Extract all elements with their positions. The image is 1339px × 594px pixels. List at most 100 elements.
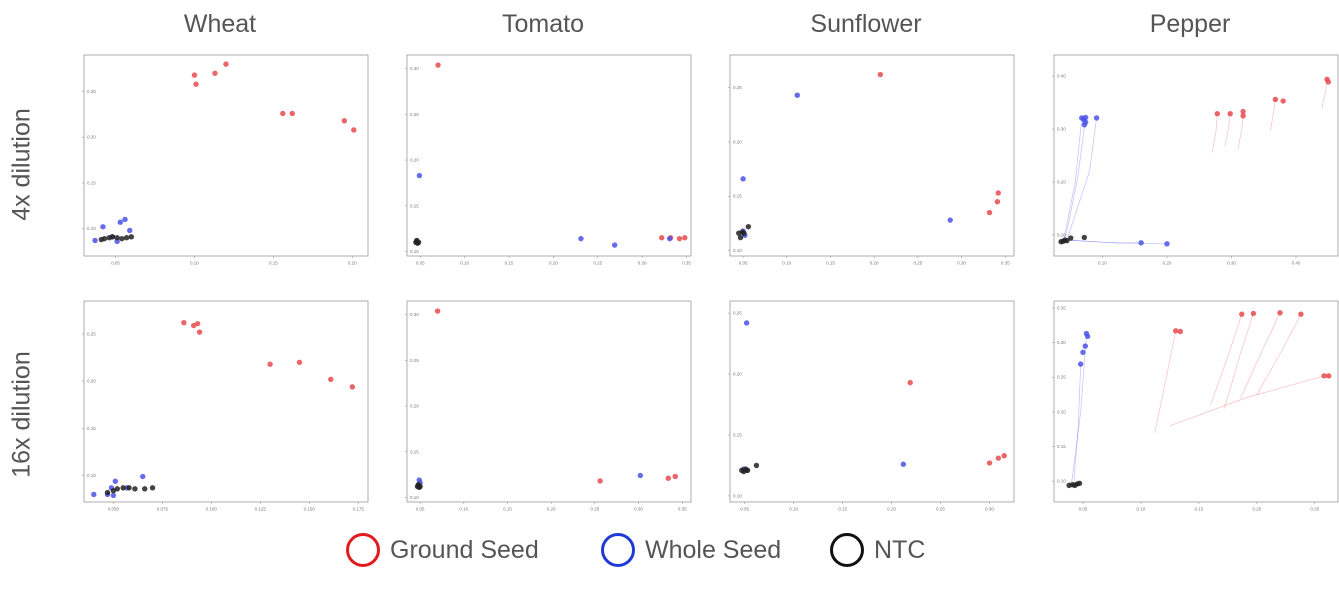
trajectory-ground (1269, 99, 1276, 132)
data-point-ground (212, 70, 218, 76)
data-point-ntc (745, 223, 752, 230)
scatter-panel: 0.05 0.10 0.15 0.20 0.25 0.10 0.15 0.20 0.25 0.30… (1040, 299, 1339, 514)
y-tick-label: 0.20 (1057, 409, 1066, 414)
ring-icon (346, 533, 380, 567)
scatter-plot: 0.05 0.10 0.15 0.20 0.25 0.30 0.35 0.10 0.15 0.20… (728, 54, 1015, 266)
legend-item-ground-seed: Ground Seed (346, 528, 539, 572)
x-tick-label: 0.20 (547, 507, 556, 512)
data-point-whole (1082, 114, 1089, 121)
data-point-ntc (414, 237, 420, 244)
data-point-ground (349, 384, 356, 390)
data-point-ground (181, 320, 187, 326)
data-point-ground (435, 62, 441, 68)
trajectory-ground (1256, 314, 1302, 395)
data-point-ground (194, 320, 201, 327)
x-tick-label: 0.05 (416, 507, 425, 512)
data-point-whole (743, 320, 750, 326)
data-point-ntc (123, 235, 130, 241)
data-point-ground (351, 127, 357, 133)
data-point-whole (740, 176, 746, 182)
y-tick-label: 0.30 (1057, 127, 1066, 132)
data-point-ntc (737, 234, 744, 241)
trajectory-whole (1068, 239, 1168, 245)
x-tick-label: 0.30 (985, 507, 994, 512)
x-tick-label: 0.10 (1098, 261, 1107, 266)
data-point-ground (1240, 108, 1246, 115)
column-title-sunflower: Sunflower (810, 10, 922, 38)
x-tick-label: 0.40 (1292, 261, 1301, 266)
data-point-whole (1084, 333, 1091, 340)
y-tick-label: 0.25 (1057, 375, 1066, 380)
data-point-ground (597, 478, 603, 484)
plot-frame (729, 300, 1015, 503)
y-tick-label: 0.20 (733, 372, 742, 377)
plot-frame (406, 300, 692, 503)
data-point-whole (900, 461, 907, 467)
x-tick-label: 0.05 (740, 507, 749, 512)
y-tick-label: 0.40 (1057, 74, 1066, 79)
data-point-ground (995, 190, 1001, 196)
x-tick-label: 0.20 (1163, 261, 1172, 266)
y-tick-label: 0.15 (87, 426, 96, 431)
plot-frame (729, 54, 1015, 257)
trajectory-whole (1067, 239, 1142, 244)
scatter-panel: 0.05 0.10 0.15 0.20 0.25 0.30 0.35 0.10 0.15 0.20… (716, 53, 1016, 268)
data-point-ntc (128, 234, 135, 240)
data-point-ground (995, 455, 1002, 461)
data-point-ground (193, 81, 199, 87)
y-tick-label: 0.10 (410, 495, 419, 500)
data-point-ground (280, 110, 286, 117)
legend-label: NTC (874, 535, 926, 564)
data-point-whole (1077, 361, 1084, 367)
data-point-ground (267, 361, 273, 367)
data-point-ntc (114, 235, 120, 241)
data-point-ground (986, 209, 993, 216)
trajectory-ground (1210, 314, 1243, 406)
data-point-whole (1164, 241, 1170, 247)
x-tick-label: 0.35 (682, 261, 691, 266)
y-tick-label: 0.25 (733, 311, 742, 316)
trajectory-ground (1240, 312, 1281, 399)
data-point-ntc (120, 485, 126, 491)
x-tick-label: 0.20 (549, 261, 558, 266)
x-tick-label: 0.15 (505, 261, 514, 266)
x-tick-label: 0.05 (739, 261, 748, 266)
data-point-ntc (114, 486, 120, 492)
data-point-ground (1227, 111, 1233, 117)
column-title-wheat: Wheat (183, 10, 257, 38)
x-tick-label: 0.30 (634, 507, 643, 512)
data-point-whole (578, 235, 584, 242)
data-point-whole (117, 219, 123, 225)
row-label-16x-dilution: 16x dilution (7, 351, 36, 478)
data-point-whole (122, 216, 128, 223)
data-point-ground (877, 71, 884, 78)
y-tick-label: 0.35 (1057, 305, 1066, 310)
y-tick-label: 0.20 (410, 158, 419, 163)
x-tick-label: 0.30 (1227, 261, 1236, 266)
trajectory-ground (1224, 113, 1231, 147)
y-tick-label: 0.15 (410, 203, 419, 208)
data-point-ntc (415, 481, 422, 488)
y-tick-label: 0.10 (1057, 232, 1066, 237)
data-point-whole (100, 224, 106, 230)
y-tick-label: 0.15 (410, 449, 419, 454)
y-tick-label: 0.25 (733, 85, 742, 90)
data-point-whole (112, 478, 119, 484)
y-tick-label: 0.10 (1057, 479, 1066, 484)
trajectory-whole (1073, 364, 1082, 485)
x-tick-label: 0.15 (826, 261, 835, 266)
x-tick-label: 0.30 (638, 261, 647, 266)
y-tick-label: 0.25 (87, 89, 96, 94)
x-tick-label: 0.20 (870, 261, 879, 266)
y-tick-label: 0.20 (87, 379, 96, 384)
data-point-ground (196, 329, 203, 335)
data-point-whole (110, 492, 117, 499)
x-tick-label: 0.20 (348, 261, 357, 266)
data-point-ground (1326, 373, 1332, 379)
data-point-ground (1240, 113, 1246, 119)
ring-icon (601, 533, 635, 567)
trajectory-whole (1064, 117, 1086, 241)
y-tick-label: 0.10 (733, 248, 742, 253)
data-point-ntc (1068, 235, 1074, 241)
ring-icon (830, 533, 864, 567)
